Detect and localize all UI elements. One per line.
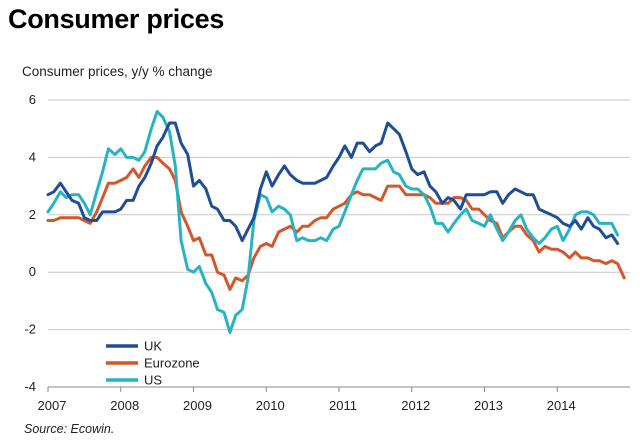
grid-lines	[48, 99, 630, 331]
x-tick-label: 2014	[547, 398, 576, 413]
chart-title: Consumer prices	[8, 4, 225, 34]
x-tick-label: 2013	[474, 398, 503, 413]
y-tick-label: -4	[24, 379, 36, 394]
y-axis-ticks: 6 4 2 0 -2 -4	[24, 92, 36, 394]
series-lines	[46, 110, 626, 334]
legend-label: UK	[144, 339, 162, 354]
legend-label: Eurozone	[144, 356, 200, 371]
x-axis: 2007 2008 2009 2010 2011 2012 2013 2014	[38, 386, 630, 413]
x-tick-label: 2011	[329, 398, 357, 413]
series-line-eurozone	[46, 155, 626, 291]
chart-source: Source: Ecowin.	[24, 422, 115, 436]
y-tick-label: 0	[29, 264, 36, 279]
legend: UK Eurozone US	[106, 339, 200, 388]
x-tick-label: 2010	[256, 398, 285, 413]
y-tick-label: 6	[29, 92, 36, 107]
series-line-uk	[46, 121, 620, 245]
x-tick-label: 2012	[401, 398, 430, 413]
legend-label: US	[144, 373, 162, 388]
y-tick-label: -2	[24, 322, 36, 337]
y-tick-label: 4	[29, 149, 36, 164]
x-tick-label: 2009	[183, 398, 212, 413]
x-tick-label: 2007	[38, 398, 67, 413]
y-tick-label: 2	[29, 207, 36, 222]
series-line-us	[46, 110, 620, 334]
chart-subtitle: Consumer prices, y/y % change	[22, 64, 213, 79]
x-tick-label: 2008	[110, 398, 139, 413]
